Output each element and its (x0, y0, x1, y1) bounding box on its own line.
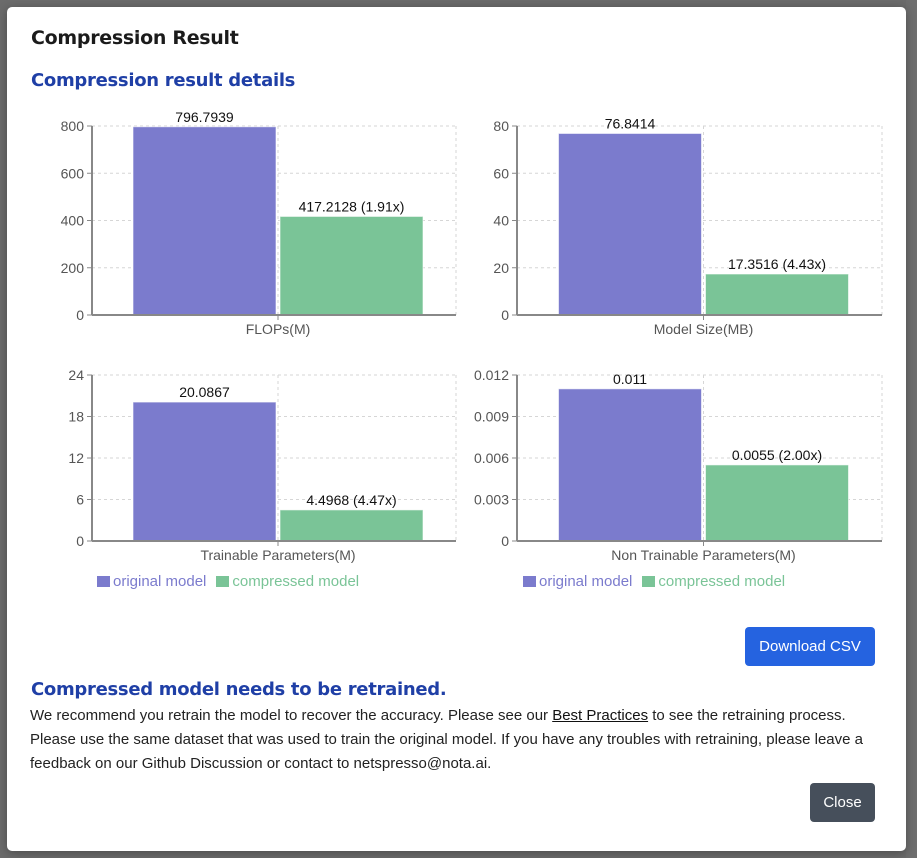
legend-swatch-original (97, 576, 110, 587)
x-axis-label: Non Trainable Parameters(M) (611, 547, 795, 563)
data-label: 0.0055 (2.00x) (732, 447, 822, 463)
retrain-description: We recommend you retrain the model to re… (30, 704, 890, 776)
bar-compressed (279, 215, 424, 316)
y-tick-label: 800 (61, 118, 85, 134)
bar-original (558, 388, 702, 542)
legend-swatch-original (523, 576, 536, 587)
y-tick-label: 0 (501, 307, 509, 323)
data-label: 4.4968 (4.47x) (306, 492, 396, 508)
legend-swatch-compressed (216, 576, 230, 587)
data-label: 796.7939 (175, 109, 234, 125)
modal-title: Compression Result (31, 27, 239, 49)
bar-original (132, 401, 277, 542)
bar-original (132, 126, 277, 316)
bar-compressed (705, 273, 849, 316)
y-tick-label: 0.009 (474, 409, 509, 425)
legend-label-compressed: compressed model (232, 573, 360, 590)
retrain-text-1: We recommend you retrain the model to re… (30, 707, 553, 724)
x-axis-label: Model Size(MB) (654, 321, 754, 337)
y-tick-label: 18 (68, 409, 84, 425)
x-axis-label: Trainable Parameters(M) (200, 547, 355, 563)
y-tick-label: 40 (493, 213, 509, 229)
legend-right: original model compressed model (523, 573, 785, 590)
y-tick-label: 0 (76, 307, 84, 323)
y-tick-label: 600 (61, 165, 85, 181)
y-tick-label: 0 (501, 533, 509, 549)
retrain-text-2: to see the retraining process. Please us… (30, 707, 863, 772)
x-axis-label: FLOPs(M) (246, 321, 311, 337)
legend-label-compressed: compressed model (658, 573, 786, 590)
legend-item-original[interactable]: original model (97, 573, 206, 590)
y-tick-label: 12 (68, 450, 84, 466)
y-tick-label: 0.003 (474, 492, 509, 508)
legend-label-original: original model (539, 573, 633, 590)
y-tick-label: 200 (61, 260, 85, 276)
data-label: 17.3516 (4.43x) (728, 256, 826, 272)
y-tick-label: 0 (76, 533, 84, 549)
legend-item-compressed[interactable]: compressed model (642, 573, 785, 590)
background-page (906, 0, 917, 858)
y-tick-label: 60 (493, 165, 509, 181)
y-tick-label: 80 (493, 118, 509, 134)
data-label: 76.8414 (605, 115, 656, 131)
download-csv-button[interactable]: Download CSV (745, 627, 875, 666)
bar-compressed (279, 509, 424, 542)
legend-label-original: original model (113, 573, 207, 590)
legend-item-original[interactable]: original model (523, 573, 632, 590)
y-tick-label: 6 (76, 492, 84, 508)
data-label: 0.011 (613, 371, 647, 387)
data-label: 20.0867 (179, 384, 230, 400)
close-button[interactable]: Close (810, 783, 875, 822)
retrain-title: Compressed model needs to be retrained. (31, 679, 447, 700)
y-tick-label: 24 (68, 367, 84, 383)
y-tick-label: 400 (61, 213, 85, 229)
bar-compressed (705, 464, 849, 542)
legend-left: original model compressed model (97, 573, 359, 590)
section-title: Compression result details (31, 70, 296, 91)
bar-original (558, 132, 702, 316)
legend-item-compressed[interactable]: compressed model (216, 573, 359, 590)
data-label: 417.2128 (1.91x) (299, 198, 405, 214)
y-tick-label: 0.012 (474, 367, 509, 383)
best-practices-link[interactable]: Best Practices (552, 707, 649, 724)
y-tick-label: 20 (493, 260, 509, 276)
legend-swatch-compressed (642, 576, 656, 587)
y-tick-label: 0.006 (474, 450, 509, 466)
